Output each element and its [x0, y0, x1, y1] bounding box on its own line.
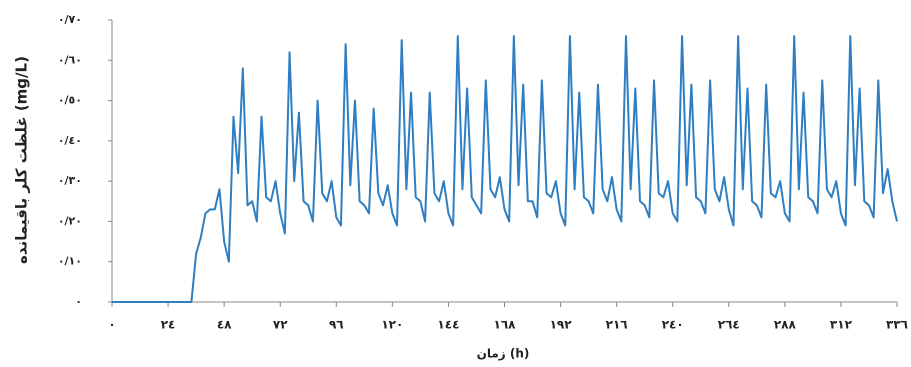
- x-tick-label: ١٦٨: [494, 318, 517, 332]
- x-tick-label: ٠: [108, 318, 115, 332]
- x-tick-label: ٣٣٦: [886, 318, 908, 332]
- x-tick-label: ٩٦: [329, 318, 344, 332]
- x-tick-label: ٧٢: [273, 318, 288, 332]
- x-tick-label: ٤٨: [217, 318, 232, 332]
- y-tick-label: ٠/٦٠: [58, 53, 82, 66]
- x-tick-label: ٢١٦: [606, 318, 628, 332]
- y-tick-label: ٠/٣٠: [58, 174, 82, 187]
- x-tick-label: ٢٨٨: [774, 318, 797, 332]
- y-tick-label: ٠: [75, 295, 82, 308]
- x-tick-label: ١٢٠: [381, 318, 403, 332]
- data-line: [112, 35, 898, 303]
- x-tick-label: ١٩٢: [550, 318, 573, 332]
- x-tick-label: ١٤٤: [437, 318, 459, 332]
- x-tick-label: ٢٦٤: [718, 318, 740, 332]
- y-tick-label: ٠/٤٠: [58, 134, 82, 147]
- y-tick-label: ٠/٢٠: [58, 214, 82, 227]
- y-tick-label: ٠/٥٠: [58, 94, 82, 107]
- x-tick-label: ٣١٢: [830, 318, 853, 332]
- x-tick-label: ٢٤: [161, 318, 176, 332]
- x-axis-label: زمان (h): [477, 347, 530, 361]
- x-tick-label: ٢٤٠: [662, 318, 684, 332]
- y-axis-label: غلظت کلر باقیمانده (mg/L): [13, 56, 31, 264]
- y-tick-label: ٠/١٠: [58, 255, 82, 268]
- y-tick-label: ٠/٧٠: [58, 13, 82, 26]
